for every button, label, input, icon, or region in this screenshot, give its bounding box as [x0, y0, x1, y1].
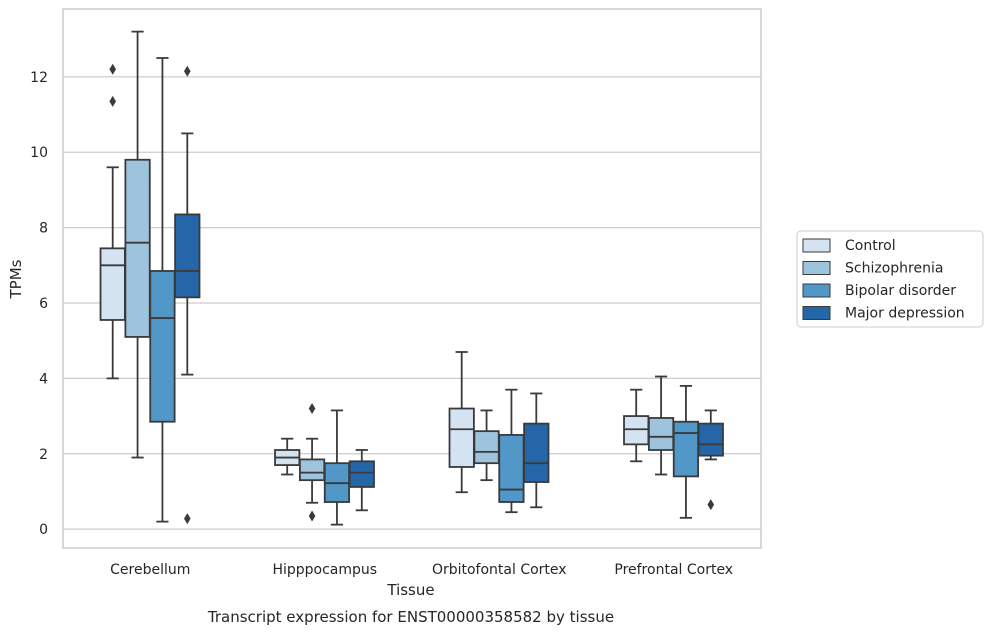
x-tick-label: Cerebellum — [110, 562, 190, 578]
y-tick-label: 2 — [39, 447, 48, 463]
box-1-2 — [323, 409, 351, 526]
legend-label: Major depression — [845, 306, 965, 322]
legend-swatch — [802, 283, 831, 298]
outlier-point — [308, 510, 316, 522]
legend-label: Schizophrenia — [845, 261, 943, 277]
box-body — [149, 270, 176, 423]
box-body — [174, 213, 201, 299]
box-body — [348, 460, 375, 488]
box-0-1 — [124, 30, 151, 459]
plot-frame — [62, 8, 762, 549]
box-2-2 — [498, 388, 525, 514]
box-body — [99, 247, 126, 321]
y-tick-labels: 0 2 4 6 8 10 12 — [30, 70, 48, 538]
outlier-point — [109, 95, 117, 107]
box-1-3 — [348, 449, 375, 512]
legend: Control Schizophrenia Bipolar disorder Majo… — [796, 230, 984, 328]
y-tick-label: 10 — [30, 145, 48, 161]
x-tick-label: Orbitofontal Cortex — [432, 562, 567, 578]
outlier-point — [308, 403, 316, 415]
x-tick-labels: Cerebellum Hipppocampus Orbitofontal Corte… — [110, 562, 733, 578]
box-0-2 — [149, 57, 176, 523]
x-axis-title: Tissue — [386, 581, 434, 599]
box-body — [672, 420, 700, 478]
y-axis-title: TPMs — [7, 259, 25, 299]
box-groups — [99, 30, 724, 526]
x-tick-label: Hipppocampus — [272, 562, 377, 578]
box-body — [498, 434, 525, 503]
legend-swatch — [802, 238, 831, 253]
box-body — [623, 415, 650, 446]
legend-label: Control — [845, 238, 896, 254]
box-1-0 — [274, 437, 301, 476]
box-body — [697, 422, 724, 457]
box-2-1 — [473, 409, 500, 482]
outlier-point — [707, 499, 715, 511]
box-2-3 — [523, 392, 550, 509]
y-gridlines — [63, 76, 761, 530]
box-body — [473, 430, 500, 465]
box-2-0 — [448, 351, 475, 494]
box-0-0 — [99, 63, 126, 380]
y-tick-label: 4 — [39, 371, 48, 387]
outlier-point — [184, 513, 191, 525]
box-0-3 — [174, 65, 201, 525]
x-tick-label: Prefrontal Cortex — [614, 562, 733, 578]
outlier-point — [109, 63, 117, 75]
legend-label: Bipolar disorder — [845, 283, 956, 299]
legend-frame — [796, 230, 984, 328]
chart-caption: Transcript expression for ENST0000035858… — [207, 608, 614, 626]
box-body — [448, 407, 475, 468]
outlier-point — [184, 65, 191, 77]
box-body — [124, 158, 151, 338]
box-body — [647, 417, 675, 451]
box-body — [298, 458, 326, 482]
y-tick-label: 0 — [39, 522, 48, 538]
y-tick-label: 12 — [30, 70, 48, 86]
legend-swatch — [802, 261, 831, 275]
box-3-3 — [697, 409, 724, 511]
legend-swatch — [802, 306, 831, 320]
box-body — [523, 422, 550, 483]
y-tick-label: 8 — [39, 221, 48, 237]
y-tick-label: 6 — [39, 296, 48, 312]
